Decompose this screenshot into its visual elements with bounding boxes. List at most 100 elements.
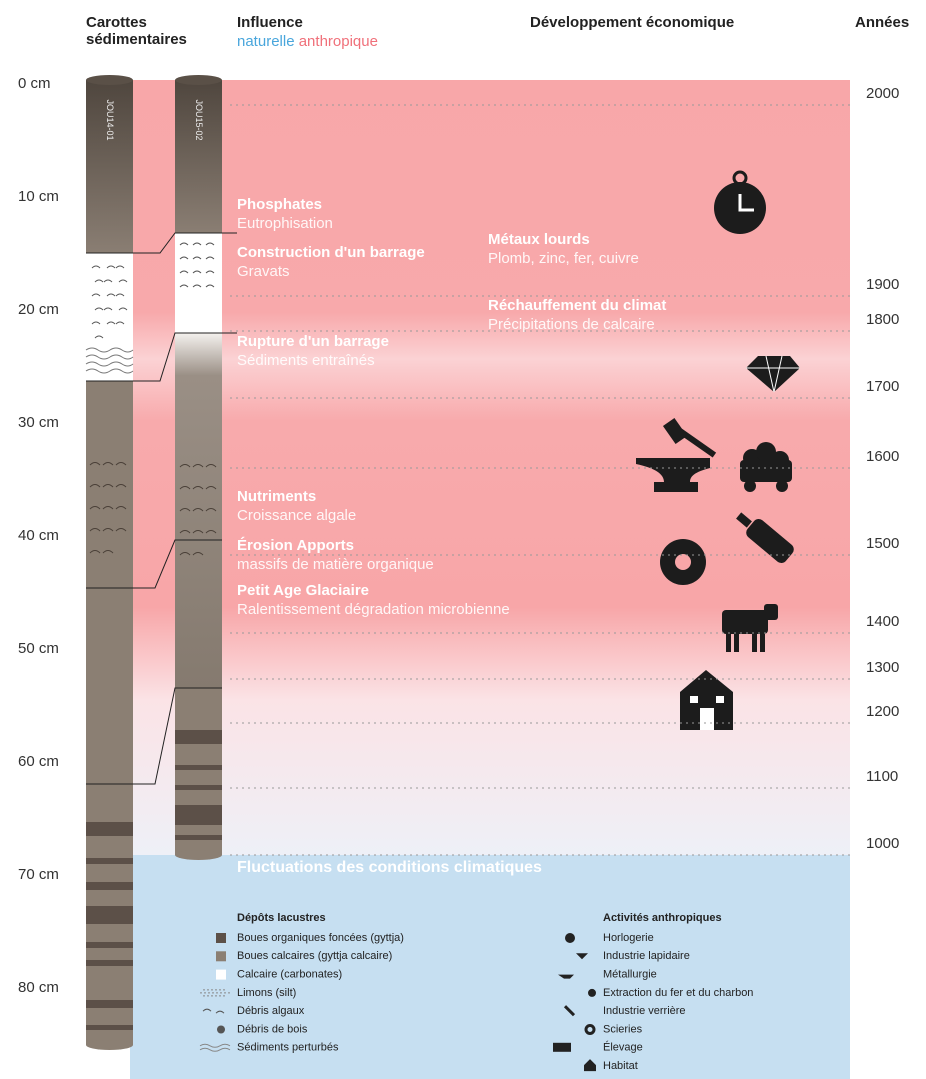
core-label: JOU14-01	[105, 99, 115, 140]
algae-mark	[115, 321, 125, 325]
legend-item: Industrie lapidaire	[603, 950, 690, 962]
event-title: Petit Age Glaciaire	[237, 582, 369, 599]
core-top	[175, 75, 222, 85]
climate-label: Fluctuations des conditions climatiques	[237, 859, 542, 876]
algae-mark	[179, 242, 189, 246]
icon-diamond	[746, 355, 800, 393]
algae-mark	[179, 270, 189, 274]
algae-mark	[205, 530, 217, 534]
algae-mark	[205, 284, 215, 288]
depth-label: 50 cm	[18, 640, 59, 657]
algae-mark	[89, 462, 101, 466]
legend-item: Métallurgie	[603, 969, 657, 981]
core-band	[86, 906, 133, 924]
connector	[86, 232, 237, 254]
event-subtitle: Croissance algale	[237, 507, 356, 524]
algae-mark	[91, 293, 101, 297]
algae-mark	[118, 279, 128, 283]
year-label: 1600	[866, 448, 899, 465]
core-band	[86, 858, 133, 864]
swatch	[216, 951, 226, 962]
event-title: Nutriments	[237, 488, 316, 505]
legend-title: Dépôts lacustres	[237, 912, 326, 924]
year-label: 1400	[866, 613, 899, 630]
algae-mark	[103, 279, 113, 283]
year-label: 1200	[866, 703, 899, 720]
algae-mark	[192, 530, 204, 534]
core-layer	[175, 233, 222, 333]
algae-mark	[192, 270, 202, 274]
legend-item: Industrie verrière	[603, 1005, 686, 1017]
depth-label: 40 cm	[18, 527, 59, 544]
algae-mark	[94, 335, 104, 339]
core-band	[175, 785, 222, 790]
mini-icon	[558, 974, 574, 979]
core-band	[175, 765, 222, 770]
algae-mark	[115, 528, 127, 532]
mini-icon	[563, 1005, 576, 1017]
icons	[636, 170, 800, 730]
depth-label: 30 cm	[18, 414, 59, 431]
algae-mark	[205, 256, 215, 260]
algae-mark	[94, 279, 104, 283]
algae-mark	[89, 506, 101, 510]
connectors	[86, 232, 237, 785]
algae-mark	[115, 462, 127, 466]
mini-icon	[584, 1059, 596, 1072]
anthropic-label: anthropique	[298, 33, 378, 50]
algae-mark	[192, 486, 204, 490]
icon-house	[680, 670, 733, 730]
year-label: 1500	[866, 535, 899, 552]
legend-item: Extraction du fer et du charbon	[603, 987, 753, 999]
algae-mark	[102, 528, 114, 532]
depth-label: 10 cm	[18, 188, 59, 205]
wave-mark	[85, 354, 134, 360]
event-subtitle: Gravats	[237, 263, 290, 280]
algae-mark	[179, 486, 191, 490]
algae-mark	[106, 321, 116, 325]
algae-mark	[192, 552, 204, 556]
algae-mark	[102, 550, 114, 554]
swatch	[216, 933, 226, 943]
swatch	[216, 969, 226, 980]
depth-label: 60 cm	[18, 753, 59, 770]
core-band	[86, 822, 133, 836]
algae-mark	[179, 508, 191, 512]
legend-item: Sédiments perturbés	[237, 1042, 339, 1054]
connector	[86, 332, 237, 382]
algae-mark	[102, 484, 114, 488]
algae-mark	[192, 256, 202, 260]
icon-bottle	[736, 512, 794, 564]
event-subtitle: Sédiments entraînés	[237, 352, 375, 369]
swatch	[217, 1025, 225, 1034]
algae-mark	[106, 265, 116, 269]
legend-title: Activités anthropiques	[603, 912, 722, 924]
swatch	[202, 1008, 225, 1014]
depth-label: 20 cm	[18, 301, 59, 318]
icon-watch	[714, 170, 766, 234]
legend-item: Boues calcaires (gyttja calcaire)	[237, 950, 392, 962]
header-development: Développement économique	[530, 14, 735, 31]
mini-icon	[553, 1042, 571, 1052]
core-band	[86, 960, 133, 966]
algae-mark	[205, 508, 217, 512]
legend-item: Scieries	[603, 1023, 643, 1035]
year-label: 1100	[866, 768, 898, 785]
core-bottom	[175, 850, 222, 860]
algae-mark	[94, 307, 104, 311]
algae-mark	[205, 464, 217, 468]
algae-mark	[179, 284, 189, 288]
algae-mark	[89, 484, 101, 488]
core-band	[86, 942, 133, 948]
natural-label: naturelle	[237, 33, 295, 50]
event-title: Construction d'un barrage	[237, 244, 425, 261]
mini-icon	[576, 953, 588, 960]
swatch	[199, 1043, 231, 1052]
algae-mark	[89, 528, 101, 532]
core-layer	[175, 333, 222, 688]
mini-icon	[584, 1024, 596, 1035]
core-band	[86, 882, 133, 890]
legend-item: Élevage	[603, 1041, 643, 1054]
event-title: Métaux lourds	[488, 231, 590, 248]
